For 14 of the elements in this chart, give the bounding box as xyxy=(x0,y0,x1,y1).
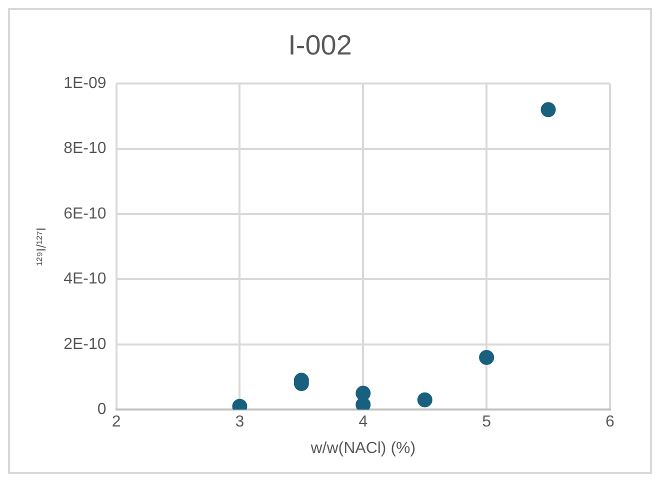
chart-title: I-002 xyxy=(288,30,352,61)
y-tick-label: 0 xyxy=(97,401,106,418)
y-tick-label: 2E-10 xyxy=(64,336,106,353)
y-tick-label: 4E-10 xyxy=(64,270,106,288)
y-tick-label: 1E-09 xyxy=(64,75,106,92)
y-tick-label: 6E-10 xyxy=(64,205,106,222)
x-tick-label: 6 xyxy=(606,414,615,431)
x-tick-label: 4 xyxy=(358,414,368,431)
y-axis-title: ¹²⁹I/¹²⁷I xyxy=(33,227,48,266)
y-tick-label: 8E-10 xyxy=(64,140,106,158)
x-tick-label: 2 xyxy=(112,414,121,431)
x-tick-label: 3 xyxy=(235,414,244,431)
x-axis-title: w/w(NACl) (%) xyxy=(310,440,416,457)
x-tick-label: 5 xyxy=(482,414,492,431)
